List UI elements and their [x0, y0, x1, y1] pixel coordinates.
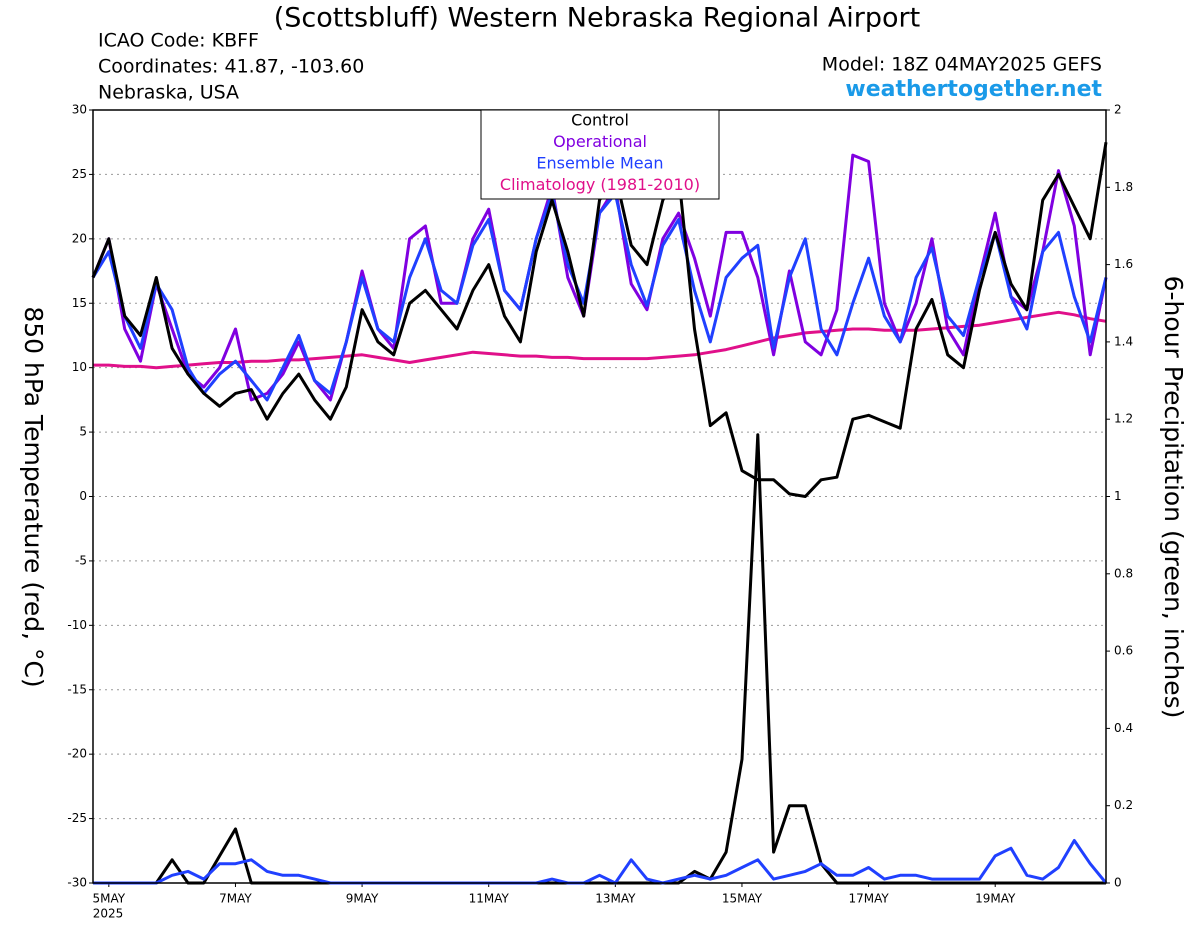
y-tick-label: -5 — [75, 553, 87, 567]
y2-axis-label: 6-hour Precipitation (green, inches) — [1159, 276, 1188, 719]
source-label: weathertogether.net — [845, 77, 1102, 102]
model-label: Model: 18Z 04MAY2025 GEFS — [822, 54, 1102, 76]
x-tick-label: 15MAY — [722, 892, 763, 906]
legend-entry: Climatology (1981-2010) — [500, 175, 700, 194]
y2-tick-label: 1.4 — [1114, 334, 1133, 348]
y-tick-label: -25 — [67, 811, 87, 825]
x-tick-label: 9MAY — [346, 892, 379, 906]
y-tick-label: 10 — [72, 360, 87, 374]
x-tick-label: 17MAY — [848, 892, 889, 906]
legend-entry: Ensemble Mean — [536, 154, 663, 173]
y2-tick-label: 0.8 — [1114, 566, 1133, 580]
x-tick-label: 11MAY — [469, 892, 510, 906]
y-tick-label: -20 — [67, 747, 87, 761]
y-tick-label: -30 — [67, 876, 87, 890]
info-line: ICAO Code: KBFF — [98, 30, 259, 52]
y-tick-label: 0 — [79, 489, 87, 503]
y-tick-label: 15 — [72, 296, 87, 310]
y-tick-label: 5 — [79, 425, 87, 439]
chart-title: (Scottsbluff) Western Nebraska Regional … — [274, 3, 920, 34]
y-tick-label: 20 — [72, 231, 87, 245]
y-axis-label: 850 hPa Temperature (red, °C) — [19, 306, 48, 687]
y-tick-label: 25 — [72, 167, 87, 181]
y2-tick-label: 1.2 — [1114, 412, 1133, 426]
y2-tick-label: 1.8 — [1114, 180, 1133, 194]
legend-entry: Control — [571, 111, 629, 130]
x-tick-label: 19MAY — [975, 892, 1016, 906]
info-line: Coordinates: 41.87, -103.60 — [98, 56, 364, 78]
x-tick-label: 5MAY — [93, 892, 126, 906]
y-tick-label: -15 — [67, 682, 87, 696]
temperature-line — [93, 310, 1107, 370]
y2-tick-label: 2 — [1114, 103, 1122, 117]
y2-tick-label: 0.6 — [1114, 644, 1133, 658]
x-tick-label: 7MAY — [219, 892, 252, 906]
y2-tick-label: 0.2 — [1114, 798, 1133, 812]
x-tick-label: 13MAY — [595, 892, 636, 906]
y2-tick-label: 0 — [1114, 876, 1122, 890]
temperature-line — [91, 192, 1108, 402]
y2-tick-label: 1 — [1114, 489, 1122, 503]
y-tick-label: 30 — [72, 103, 87, 117]
temperature-line — [91, 141, 1108, 498]
legend-entry: Operational — [553, 132, 647, 151]
year-label: 2025 — [93, 907, 124, 921]
y2-tick-label: 0.4 — [1114, 721, 1133, 735]
y2-tick-label: 1.6 — [1114, 257, 1133, 271]
precip-line — [93, 433, 1106, 885]
precip-line — [93, 839, 1108, 885]
legend-box — [480, 109, 720, 200]
info-line: Nebraska, USA — [98, 82, 239, 104]
y-tick-label: -10 — [67, 618, 87, 632]
